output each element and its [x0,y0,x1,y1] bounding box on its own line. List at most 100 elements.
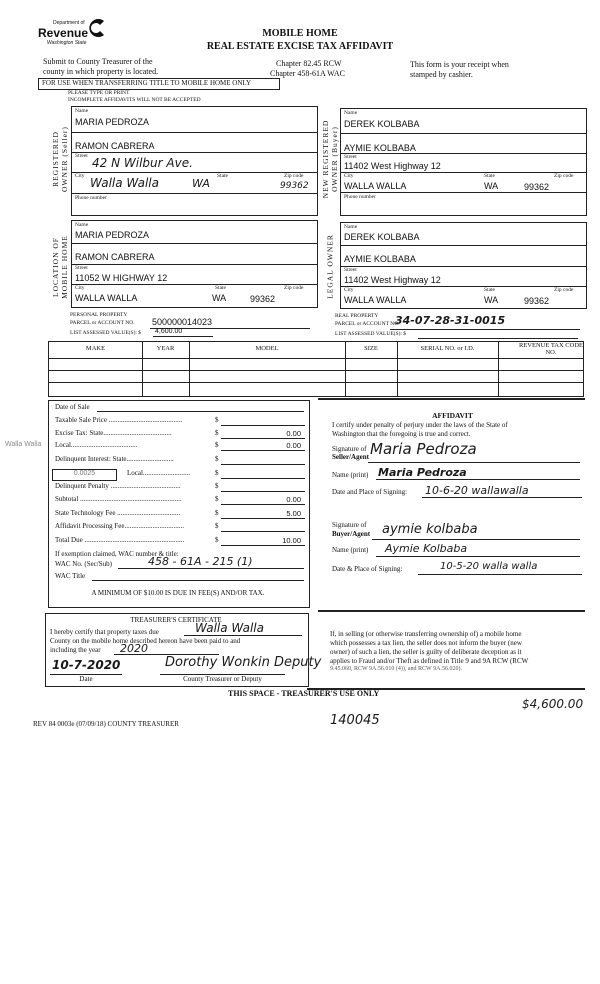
fee-state-technology: State Technology Fee ...................… [55,509,305,519]
column-header-year: YEAR [156,345,175,352]
label-name: Name [75,222,89,228]
label-name: Name [344,110,358,116]
form-title-line2: REAL ESTATE EXCISE TAX AFFIDAVIT [206,41,394,52]
seller-signature[interactable]: Maria Pedroza [370,440,477,458]
fee-subtotal: Subtotal ...............................… [55,495,305,505]
location-state[interactable]: WA [212,293,227,303]
legal-owner-street[interactable]: 11402 West Highway 12 [344,275,441,285]
label-street: Street [75,153,88,159]
buyer-box: Name DEREK KOLBABA AYMIE KOLBABA Street … [340,108,587,216]
submit-instruction-2: county in which property is located. [43,67,159,76]
wac-no-value[interactable]: 458 - 61A - 215 (1) [148,555,253,568]
type-notice: PLEASE TYPE OR PRINT [68,90,130,96]
county-side-note: Walla Walla [5,441,42,448]
buyer-agent-label: Buyer/Agent [332,530,371,538]
fees-box [48,400,310,608]
buyer-street[interactable]: 11402 West Highway 12 [344,161,441,171]
seller-name-2[interactable]: RAMON CABRERA [75,141,155,151]
seller-signature-label: Signature of [332,445,367,453]
buyer-name-2[interactable]: AYMIE KOLBABA [344,143,416,153]
fee-affidavit-processing: Affidavit Processing Fee................… [55,522,305,532]
receipt-note-2: stamped by cashier. [410,70,473,79]
buyer-signature[interactable]: aymie kolbaba [382,522,478,537]
seller-state[interactable]: WA [192,177,210,190]
label-zip: Zip code [554,287,574,293]
fee-taxable-sale-price: Taxable Sale Price .....................… [55,416,305,426]
column-header-serial: SERIAL NO. or I.D. [420,345,475,352]
column-header-model: MODEL [255,345,279,352]
logo-swoosh-icon [89,19,104,37]
fee-delinquent-interest-state: Delinquent Interest: State..............… [55,455,305,465]
treasurer-date-label: Date [79,675,93,683]
legal-owner-zip[interactable]: 99362 [524,296,550,306]
legal-owner-state[interactable]: WA [484,295,499,305]
seller-city[interactable]: Walla Walla [90,176,159,190]
minimum-notice: A MINIMUM OF $10.00 IS DUE IN FEE(S) AND… [91,589,265,597]
column-header-size: SIZE [364,345,378,352]
fee-excise-state: Excise Tax: State.......................… [55,429,305,439]
location-zip[interactable]: 99362 [250,294,276,304]
label-state: State [484,287,495,293]
exemption-label: If exemption claimed, WAC number & title… [55,550,179,558]
treasurer-county[interactable]: Walla Walla [195,621,264,635]
location-box: Name MARIA PEDROZA RAMON CABRERA Street … [71,220,318,308]
chapter-wac: Chapter 458-61A WAC [270,69,345,78]
lien-notice-2: which possesses a tax lien, the seller d… [330,639,522,647]
legal-owner-box: Name DEREK KOLBABA AYMIE KOLBABA Street … [340,222,587,309]
seller-date-place[interactable]: 10-6-20 wallawalla [425,484,529,497]
personal-assessed-value[interactable]: 4,600.00 [155,328,183,335]
real-parcel-value[interactable]: 34-07-28-31-0015 [395,314,506,327]
legal-owner-name-1[interactable]: DEREK KOLBABA [344,232,420,242]
treasurer-line3: including the year [50,646,101,654]
seller-zip[interactable]: 99362 [280,181,309,191]
buyer-date-place[interactable]: 10-5-20 walla walla [440,561,538,572]
personal-property-heading: PERSONAL PROPERTY [70,312,128,318]
fee-excise-local: Local...................................… [55,441,305,451]
legal-owner-city[interactable]: WALLA WALLA [344,295,407,305]
label-name: Name [75,108,89,114]
seller-box: Name MARIA PEDROZA RAMON CABRERA Street … [71,106,318,216]
rate-box: 0.0025 [52,469,117,481]
seller-street[interactable]: 42 N Wilbur Ave. [92,156,193,170]
chapter-rcw: Chapter 82.45 RCW [276,59,342,68]
treasurer-date[interactable]: 10-7-2020 [52,658,121,672]
label-phone: Phone number [344,194,376,200]
label-phone: Phone number [75,195,107,201]
column-header-make: MAKE [85,345,106,352]
buyer-state[interactable]: WA [484,181,499,191]
seller-name-print[interactable]: Maria Pedroza [378,466,467,479]
personal-assessed-label: LIST ASSESSED VALUE(S): $ [70,330,142,336]
rate-value[interactable]: 0.0025 [73,470,96,477]
buyer-name-print[interactable]: Aymie Kolbaba [385,542,468,555]
treasurer-certificate-heading: TREASURER'S CERTIFICATE [130,616,222,624]
buyer-name-1[interactable]: DEREK KOLBABA [344,119,420,129]
handwritten-amount: $4,600.00 [522,697,584,711]
legal-owner-name-2[interactable]: AYMIE KOLBABA [344,254,416,264]
buyer-zip[interactable]: 99362 [524,182,550,192]
label-state: State [215,285,226,291]
seller-section-label: REGISTERED OWNER (Seller) [51,126,69,192]
real-property-heading: REAL PROPERTY [335,313,379,319]
buyer-city[interactable]: WALLA WALLA [344,181,407,191]
personal-parcel-value[interactable]: 500000014023 [152,317,213,327]
seller-name-1[interactable]: MARIA PEDROZA [75,117,150,127]
location-name-1[interactable]: MARIA PEDROZA [75,230,150,240]
lien-notice-4: applies to Fraud and/or Theft as defined… [330,657,529,665]
treasurer-line1: I hereby certify that property taxes due [50,628,159,636]
incomplete-notice: INCOMPLETE AFFIDAVITS WILL NOT BE ACCEPT… [68,97,201,103]
label-street: Street [75,265,88,271]
location-section-label: LOCATION OF MOBILE HOME [51,235,69,299]
buyer-name-print-label: Name (print) [332,546,369,554]
treasurer-year[interactable]: 2020 [120,642,148,655]
location-city[interactable]: WALLA WALLA [75,293,138,303]
label-street: Street [344,154,357,160]
logo-line1: Department of [53,20,85,26]
label-city: City [75,285,85,291]
location-street[interactable]: 11052 W HIGHWAY 12 [75,273,168,283]
label-zip: Zip code [284,285,304,291]
transfer-notice-box: FOR USE WHEN TRANSFERRING TITLE TO MOBIL… [38,78,280,90]
location-name-2[interactable]: RAMON CABRERA [75,252,155,262]
logo-line2: Revenue [38,26,89,40]
treasurer-signature[interactable]: Dorothy Wonkin Deputy [165,655,322,670]
affidavit-heading: AFFIDAVIT [432,411,473,420]
